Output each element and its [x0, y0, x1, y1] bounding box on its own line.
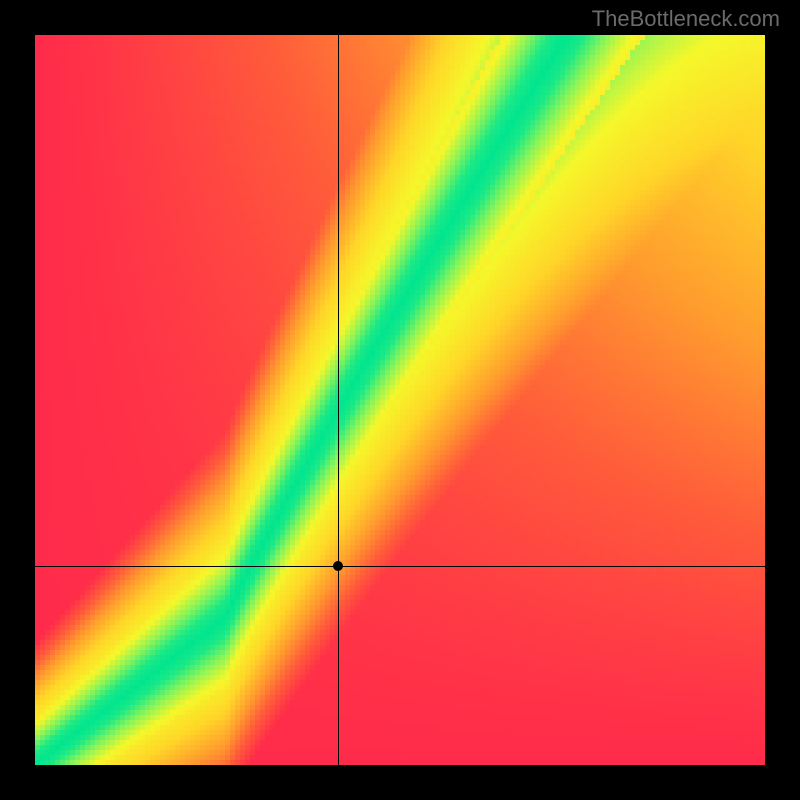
watermark-text: TheBottleneck.com	[592, 6, 780, 32]
plot-area	[35, 35, 765, 765]
crosshair-horizontal	[35, 566, 765, 567]
crosshair-vertical	[338, 35, 339, 765]
crosshair-dot	[333, 561, 343, 571]
heatmap-canvas	[35, 35, 765, 765]
